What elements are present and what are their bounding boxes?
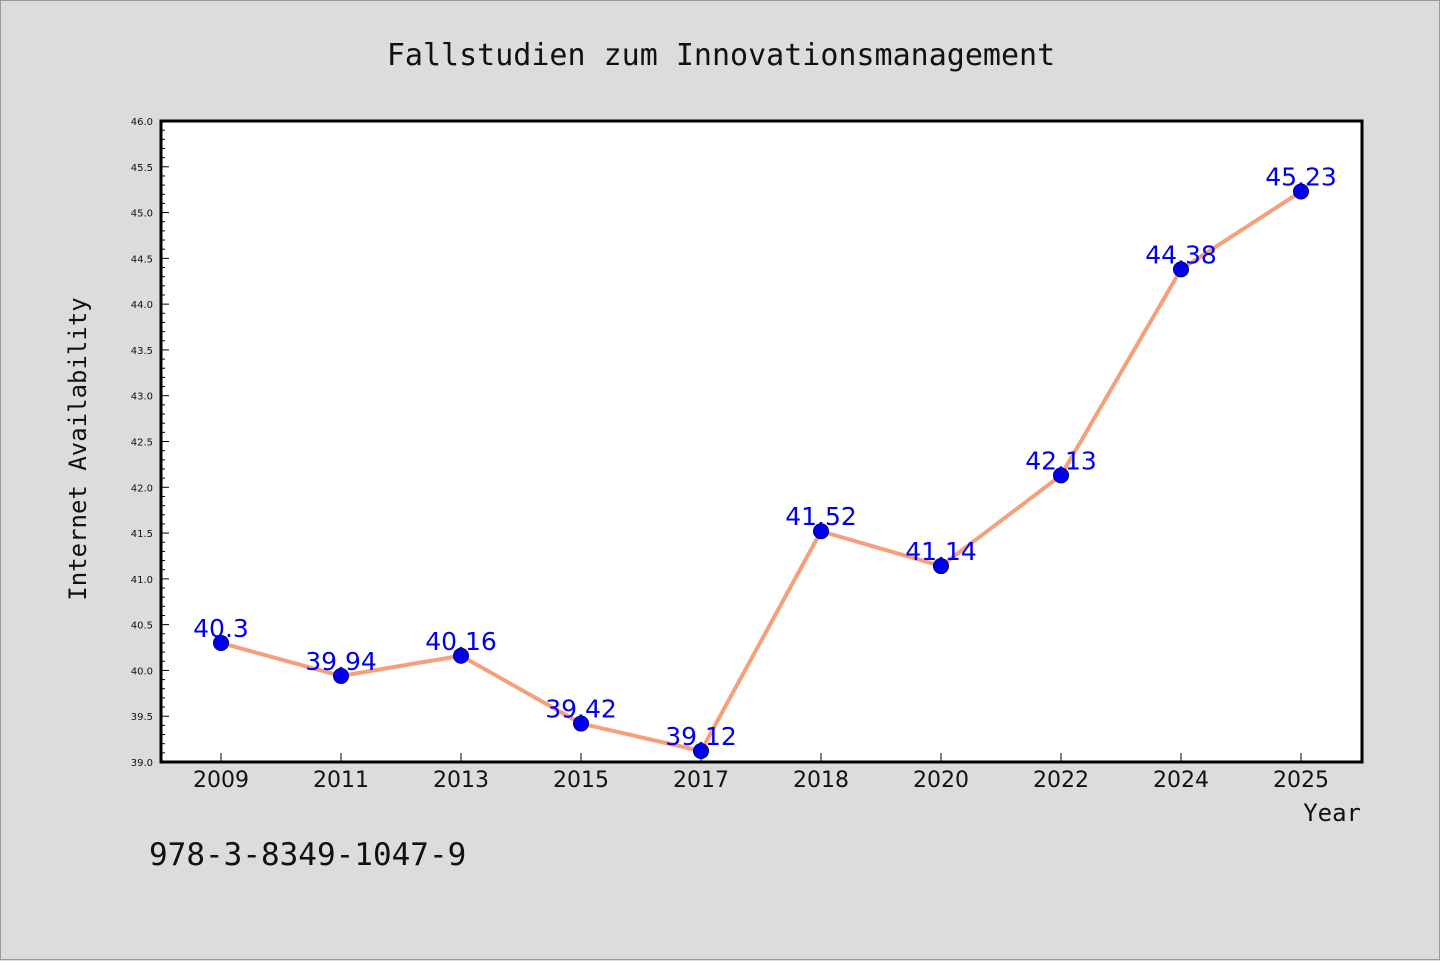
data-point [333, 667, 349, 684]
y-tick-label: 43.5 [131, 346, 153, 357]
y-tick-label: 44.0 [131, 300, 153, 311]
data-point [1053, 467, 1069, 484]
x-tick-label: 2017 [673, 768, 729, 793]
y-tick-label: 44.5 [131, 254, 153, 265]
y-tick-label: 40.0 [131, 666, 153, 677]
y-axis-label: Internet Availability [64, 297, 92, 600]
x-tick-label: 2011 [313, 768, 369, 793]
x-axis-ticks: 2009 2011 2013 2015 2017 2018 2020 2022 2024 2025 [193, 753, 1329, 793]
data-label: 45.23 [1265, 163, 1337, 192]
data-label: 41.52 [785, 502, 857, 531]
x-tick-label: 2015 [553, 768, 609, 793]
x-tick-label: 2009 [193, 768, 249, 793]
data-point [813, 523, 829, 540]
x-axis-label: Year [1303, 799, 1361, 827]
data-point [1293, 183, 1309, 200]
data-point [453, 647, 469, 664]
data-label: 41.14 [905, 537, 977, 566]
y-tick-label: 39.5 [131, 712, 153, 723]
y-tick-label: 41.0 [131, 575, 153, 586]
data-point [693, 743, 709, 760]
y-tick-label: 39.0 [131, 758, 153, 769]
data-labels: 40.3 39.94 40.16 39.42 39.12 41.52 41.14 42.13 4… [193, 163, 1337, 752]
chart-title: Fallstudien zum Innovationsmanagement [387, 38, 1055, 73]
x-tick-label: 2025 [1273, 768, 1329, 793]
data-label: 40.3 [193, 614, 249, 643]
y-tick-label: 46.0 [131, 117, 153, 128]
x-tick-label: 2018 [793, 768, 849, 793]
data-label: 39.94 [305, 647, 377, 676]
data-label: 44.38 [1145, 240, 1217, 269]
y-tick-label: 41.5 [131, 529, 153, 540]
plot-area [159, 119, 1364, 764]
y-axis-ticks: 39.0 39.5 40.0 40.5 41.0 41.5 42.0 42.5 43.0 43.5… [131, 117, 169, 769]
isbn-text: 978-3-8349-1047-9 [149, 837, 466, 873]
x-tick-label: 2022 [1033, 768, 1089, 793]
y-tick-label: 45.0 [131, 209, 153, 220]
x-tick-label: 2013 [433, 768, 489, 793]
x-tick-label: 2020 [913, 768, 969, 793]
data-label: 39.42 [545, 695, 617, 724]
y-tick-label: 43.0 [131, 392, 153, 403]
series-line [220, 189, 1303, 754]
y-tick-label: 40.5 [131, 621, 153, 632]
data-label: 42.13 [1025, 446, 1097, 475]
x-tick-label: 2024 [1153, 768, 1209, 793]
data-series [213, 183, 1309, 760]
y-tick-label: 42.5 [131, 438, 153, 449]
data-label: 39.12 [665, 722, 737, 751]
data-point [933, 558, 949, 575]
data-point [213, 634, 229, 651]
data-label: 40.16 [425, 627, 497, 656]
data-point [1173, 261, 1189, 278]
data-point [573, 715, 589, 732]
y-tick-label: 42.0 [131, 483, 153, 494]
y-tick-label: 45.5 [131, 163, 153, 174]
